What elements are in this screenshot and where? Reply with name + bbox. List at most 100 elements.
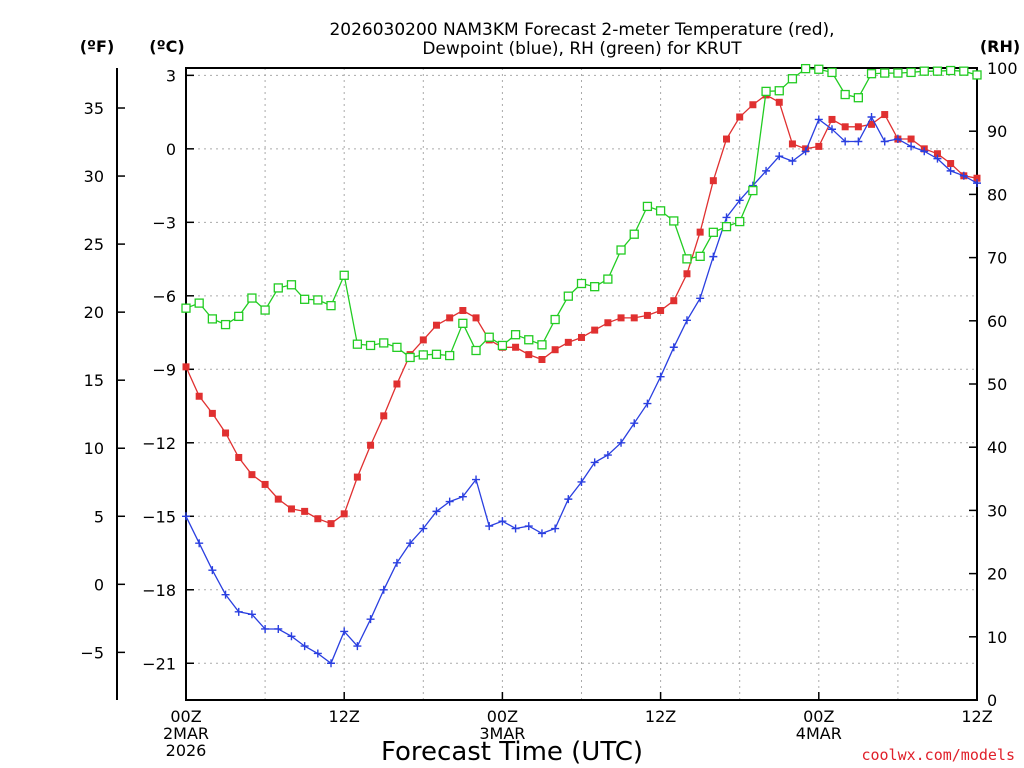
rh-point [537, 340, 547, 350]
2-meter-temperature-point [261, 480, 269, 488]
dewpoint-point [722, 213, 731, 222]
rh-point [761, 86, 771, 97]
dewpoint-point [340, 627, 349, 636]
rh-tick-label: 80 [987, 185, 1007, 204]
dewpoint-point [524, 522, 533, 531]
fahrenheit-tick-label: 5 [94, 507, 104, 526]
dewpoint-point [406, 539, 415, 548]
dewpoint-point [485, 522, 494, 531]
dewpoint-point [643, 399, 652, 408]
x-tick-label: 2MAR [163, 724, 209, 743]
rh-tick-label: 70 [987, 249, 1007, 268]
2-meter-temperature-point [723, 135, 731, 143]
2-meter-temperature-point [525, 351, 533, 359]
rh-point [919, 66, 929, 76]
2-meter-temperature-point [353, 473, 361, 481]
2-meter-temperature-point [709, 177, 717, 185]
x-tick-label: 00Z [803, 707, 834, 726]
celsius-tick-label: −6 [152, 287, 176, 306]
dewpoint-point [564, 495, 573, 504]
dewpoint-point [630, 419, 639, 428]
dewpoint-point [590, 458, 599, 467]
rh-point [880, 68, 890, 78]
x-tick-label: 3MAR [479, 724, 525, 743]
2-meter-temperature-point [564, 338, 572, 346]
2-meter-temperature-point [222, 429, 230, 437]
rh-point [629, 229, 639, 239]
dewpoint-point [775, 152, 784, 161]
2-meter-temperature-point [630, 314, 638, 322]
dewpoint-point [327, 659, 336, 668]
rh-point [721, 221, 732, 232]
dewpoint-point [208, 566, 217, 575]
rh-point [299, 294, 310, 304]
2-meter-temperature-point [380, 412, 388, 420]
source-credit: coolwx.com/models [861, 746, 1015, 764]
x-tick-label: 00Z [170, 707, 201, 726]
rh-tick-label: 50 [987, 375, 1007, 394]
dewpoint-point [458, 492, 467, 501]
2-meter-temperature-point [446, 314, 454, 322]
dewpoint-point [617, 438, 626, 447]
2-meter-temperature-point [907, 135, 915, 143]
rh-point [814, 64, 824, 74]
dewpoint-point [696, 294, 705, 303]
dewpoint-point [946, 166, 955, 175]
celsius-tick-label: −18 [142, 581, 176, 600]
2-meter-temperature-point [788, 140, 796, 148]
rh-point [669, 216, 679, 226]
dewpoint-point [880, 137, 889, 146]
rh-point [247, 293, 257, 303]
rh-tick-label: 10 [987, 628, 1007, 647]
rh-point [458, 318, 468, 328]
dewpoint-point [867, 112, 876, 121]
rh-point [840, 89, 850, 100]
2-meter-temperature-point [617, 314, 625, 322]
rh-point [524, 335, 534, 345]
rh-point [959, 66, 969, 76]
celsius-tick-label: −12 [142, 434, 176, 453]
rh-tick-label: 100 [987, 59, 1018, 78]
rh-point [379, 338, 389, 348]
dewpoint-point [195, 539, 204, 548]
chart-title-line2: Dewpoint (blue), RH (green) for KRUT [422, 39, 742, 59]
2-meter-temperature-point [696, 228, 704, 236]
fahrenheit-tick-label: 30 [84, 167, 104, 186]
2-meter-temperature-point [670, 297, 678, 305]
dewpoint-point [577, 477, 586, 486]
2-meter-temperature-point [538, 356, 546, 364]
2-meter-temperature-point [683, 270, 691, 278]
x-tick-label: 4MAR [796, 724, 842, 743]
2-meter-temperature-point [472, 314, 480, 322]
2-meter-temperature-point [815, 142, 823, 150]
rh-point [603, 274, 613, 284]
x-tick-label: 2026 [166, 741, 207, 760]
rh-point [365, 340, 376, 351]
x-tick-label: 12Z [645, 707, 676, 726]
2-meter-temperature-point [841, 123, 849, 131]
dewpoint-point [379, 585, 388, 594]
2-meter-temperature-point [591, 326, 599, 334]
dewpoint-point [682, 316, 691, 325]
fahrenheit-tick-label: 15 [84, 371, 104, 390]
rh-point [945, 65, 956, 76]
celsius-tick-label: −15 [142, 507, 176, 526]
dewpoint-point [247, 610, 256, 619]
rh-point [708, 227, 718, 237]
chart-gridlines [117, 67, 978, 701]
rh-point [497, 340, 508, 351]
dewpoint-point [907, 142, 916, 151]
celsius-tick-label: −3 [152, 213, 176, 232]
2-meter-temperature-point [248, 471, 256, 479]
2-meter-temperature-point [512, 343, 520, 351]
2-meter-temperature-point [432, 321, 440, 329]
fahrenheit-tick-label: 0 [94, 575, 104, 594]
dewpoint-point [287, 632, 296, 641]
rh-point [392, 342, 402, 352]
2-meter-temperature-point [327, 520, 335, 528]
fahrenheit-tick-label: 10 [84, 439, 104, 458]
dewpoint-point [313, 649, 322, 658]
2-meter-temperature-point [775, 98, 783, 106]
dewpoint-point [392, 558, 401, 567]
dewpoint-point [432, 507, 441, 516]
